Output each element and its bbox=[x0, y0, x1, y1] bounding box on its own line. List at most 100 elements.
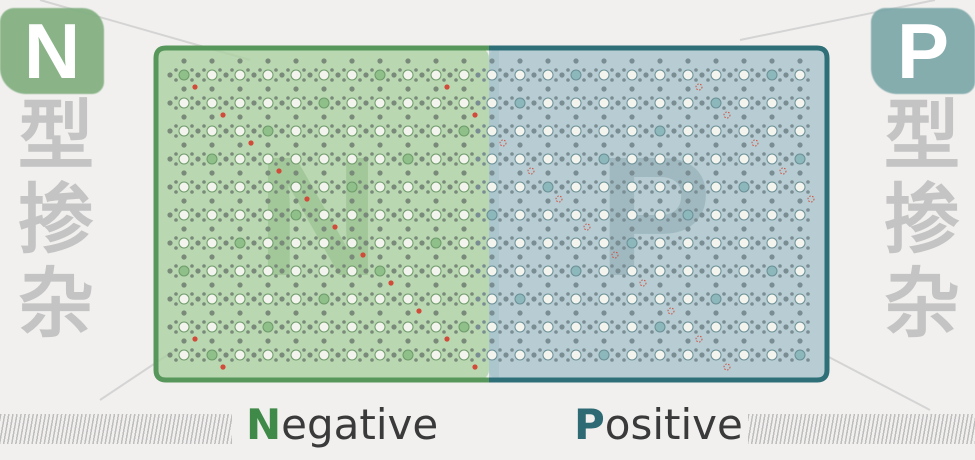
electron-dot bbox=[218, 358, 222, 362]
bond-dot bbox=[307, 184, 313, 190]
electron-dot bbox=[246, 218, 250, 222]
electron-dot bbox=[274, 348, 278, 352]
electron-dot bbox=[610, 348, 614, 352]
electron-dot bbox=[218, 348, 222, 352]
bond-dot bbox=[405, 114, 411, 120]
electron-dot bbox=[190, 208, 194, 212]
electron-dot bbox=[246, 96, 250, 100]
atom bbox=[710, 153, 722, 165]
bond-dot bbox=[671, 156, 677, 162]
bond-dot bbox=[601, 114, 607, 120]
electron-dot bbox=[202, 302, 206, 306]
electron-dot bbox=[246, 180, 250, 184]
electron-dot bbox=[286, 162, 290, 166]
bond-dot bbox=[629, 254, 635, 260]
electron-dot bbox=[582, 180, 586, 184]
atom bbox=[458, 237, 470, 249]
bond-dot bbox=[769, 338, 775, 344]
electron-dot bbox=[470, 292, 474, 296]
atom bbox=[766, 69, 778, 81]
atom bbox=[486, 69, 498, 81]
electron-dot bbox=[286, 208, 290, 212]
bond-dot bbox=[265, 170, 271, 176]
electron-dot bbox=[678, 292, 682, 296]
bond-dot bbox=[601, 170, 607, 176]
electron-dot bbox=[526, 208, 530, 212]
electron-dot bbox=[302, 330, 306, 334]
atom bbox=[570, 321, 582, 333]
bond-dot bbox=[727, 100, 733, 106]
electron-dot bbox=[386, 264, 390, 268]
atom bbox=[402, 181, 414, 193]
bond-dot bbox=[391, 352, 397, 358]
atom bbox=[542, 209, 554, 221]
bond-dot bbox=[727, 72, 733, 78]
electron-dot bbox=[230, 106, 234, 110]
bond-dot bbox=[363, 352, 369, 358]
electron-dot bbox=[230, 348, 234, 352]
electron-dot bbox=[302, 190, 306, 194]
electron-dot bbox=[230, 96, 234, 100]
electron-dot bbox=[218, 330, 222, 334]
atom bbox=[514, 265, 526, 277]
electron-dot bbox=[762, 274, 766, 278]
atom bbox=[318, 237, 330, 249]
bond-dot bbox=[559, 72, 565, 78]
bond-dot bbox=[419, 184, 425, 190]
electron-dot bbox=[566, 274, 570, 278]
bond-dot bbox=[643, 128, 649, 134]
electron-dot bbox=[566, 124, 570, 128]
bond-dot bbox=[293, 226, 299, 232]
atom bbox=[794, 321, 806, 333]
bond-dot bbox=[405, 58, 411, 64]
electron-dot bbox=[526, 180, 530, 184]
electron-dot bbox=[526, 78, 530, 82]
bond-dot bbox=[405, 142, 411, 148]
electron-dot bbox=[302, 106, 306, 110]
electron-dot bbox=[734, 264, 738, 268]
electron-dot bbox=[302, 134, 306, 138]
electron-dot bbox=[790, 68, 794, 72]
bond-dot bbox=[209, 338, 215, 344]
atom bbox=[206, 265, 218, 277]
electron-dot bbox=[190, 236, 194, 240]
electron-dot bbox=[750, 218, 754, 222]
electron-dot bbox=[342, 320, 346, 324]
electron-dot bbox=[778, 96, 782, 100]
bond-dot bbox=[601, 254, 607, 260]
electron-dot bbox=[806, 208, 810, 212]
electron-dot bbox=[594, 124, 598, 128]
electron-dot bbox=[638, 96, 642, 100]
electron-dot bbox=[622, 106, 626, 110]
electron-dot bbox=[778, 106, 782, 110]
bond-dot bbox=[727, 184, 733, 190]
atom bbox=[402, 321, 414, 333]
bond-dot bbox=[391, 324, 397, 330]
electron-dot bbox=[358, 264, 362, 268]
electron-dot bbox=[582, 134, 586, 138]
electron-dot bbox=[426, 190, 430, 194]
electron-dot bbox=[286, 134, 290, 138]
electron-dot bbox=[610, 134, 614, 138]
electron-dot bbox=[258, 152, 262, 156]
electron-dot bbox=[706, 292, 710, 296]
electron-dot bbox=[762, 320, 766, 324]
electron-dot bbox=[734, 180, 738, 184]
electron-dot bbox=[286, 292, 290, 296]
bond-dot bbox=[419, 352, 425, 358]
bond-dot bbox=[209, 198, 215, 204]
atom bbox=[318, 125, 330, 137]
atom bbox=[290, 97, 302, 109]
atom bbox=[318, 69, 330, 81]
electron-dot bbox=[426, 358, 430, 362]
atom bbox=[206, 237, 218, 249]
bond-dot bbox=[783, 240, 789, 246]
bond-dot bbox=[335, 240, 341, 246]
atom bbox=[570, 237, 582, 249]
electron-dot bbox=[470, 302, 474, 306]
electron-dot bbox=[666, 218, 670, 222]
p-badge-letter: P bbox=[896, 7, 950, 95]
electron-dot bbox=[482, 96, 486, 100]
electron-dot bbox=[622, 274, 626, 278]
electron-dot bbox=[218, 320, 222, 324]
